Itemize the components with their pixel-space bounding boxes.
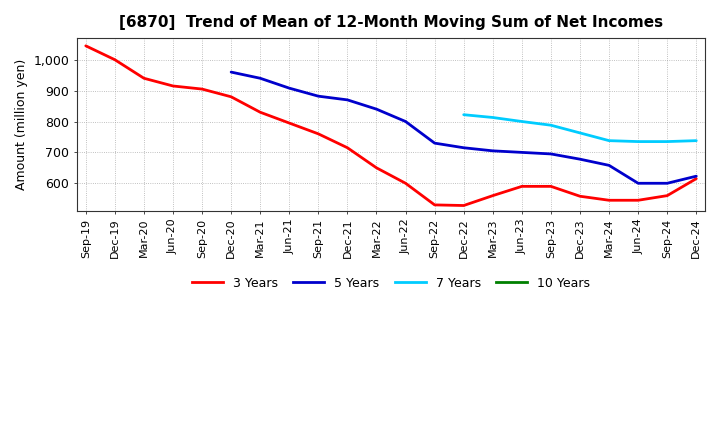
3 Years [343, 145, 352, 150]
Legend: 3 Years, 5 Years, 7 Years, 10 Years: 3 Years, 5 Years, 7 Years, 10 Years [187, 272, 595, 295]
3 Years [140, 76, 148, 81]
5 Years [488, 148, 497, 154]
3 Years [285, 121, 294, 126]
3 Years [198, 86, 207, 92]
7 Years [546, 123, 555, 128]
5 Years [518, 150, 526, 155]
5 Years [692, 173, 701, 179]
3 Years [431, 202, 439, 208]
5 Years [343, 97, 352, 103]
3 Years [372, 165, 381, 170]
5 Years [314, 94, 323, 99]
7 Years [663, 139, 672, 144]
7 Years [634, 139, 642, 144]
3 Years [518, 184, 526, 189]
3 Years [81, 43, 90, 48]
5 Years [227, 70, 235, 75]
7 Years [518, 119, 526, 124]
3 Years [488, 193, 497, 198]
3 Years [227, 94, 235, 99]
5 Years [431, 140, 439, 146]
3 Years [546, 184, 555, 189]
7 Years [605, 138, 613, 143]
3 Years [663, 193, 672, 198]
3 Years [314, 131, 323, 136]
3 Years [401, 181, 410, 186]
Title: [6870]  Trend of Mean of 12-Month Moving Sum of Net Incomes: [6870] Trend of Mean of 12-Month Moving … [119, 15, 663, 30]
5 Years [401, 119, 410, 124]
5 Years [285, 85, 294, 91]
Line: 3 Years: 3 Years [86, 46, 696, 205]
3 Years [111, 57, 120, 62]
5 Years [459, 145, 468, 150]
5 Years [576, 157, 585, 162]
Y-axis label: Amount (million yen): Amount (million yen) [15, 59, 28, 190]
7 Years [576, 130, 585, 136]
7 Years [459, 112, 468, 117]
5 Years [256, 76, 264, 81]
7 Years [488, 115, 497, 120]
3 Years [605, 198, 613, 203]
5 Years [634, 181, 642, 186]
3 Years [256, 110, 264, 115]
3 Years [692, 176, 701, 181]
3 Years [634, 198, 642, 203]
5 Years [546, 151, 555, 157]
Line: 7 Years: 7 Years [464, 115, 696, 142]
3 Years [459, 203, 468, 208]
5 Years [372, 106, 381, 112]
7 Years [692, 138, 701, 143]
3 Years [168, 83, 177, 88]
Line: 5 Years: 5 Years [231, 72, 696, 183]
5 Years [605, 163, 613, 168]
3 Years [576, 194, 585, 199]
5 Years [663, 181, 672, 186]
